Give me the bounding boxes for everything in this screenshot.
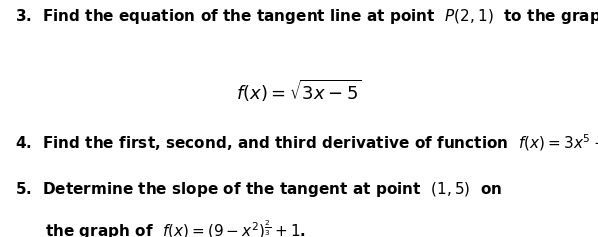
Text: 5.  Determine the slope of the tangent at point  $(1,5)$  on: 5. Determine the slope of the tangent at… [15,180,502,199]
Text: 3.  Find the equation of the tangent line at point  $\mathit{P}(2,1)$  to the gr: 3. Find the equation of the tangent line… [15,7,598,26]
Text: $f(x) = \sqrt{3x-5}$: $f(x) = \sqrt{3x-5}$ [236,78,362,104]
Text: the graph of  $f(x) = (9 - x^2)^{\frac{2}{3}} + 1$.: the graph of $f(x) = (9 - x^2)^{\frac{2}… [45,218,306,237]
Text: 4.  Find the first, second, and third derivative of function  $f(x) = 3x^5 - 2x^: 4. Find the first, second, and third der… [15,133,598,153]
